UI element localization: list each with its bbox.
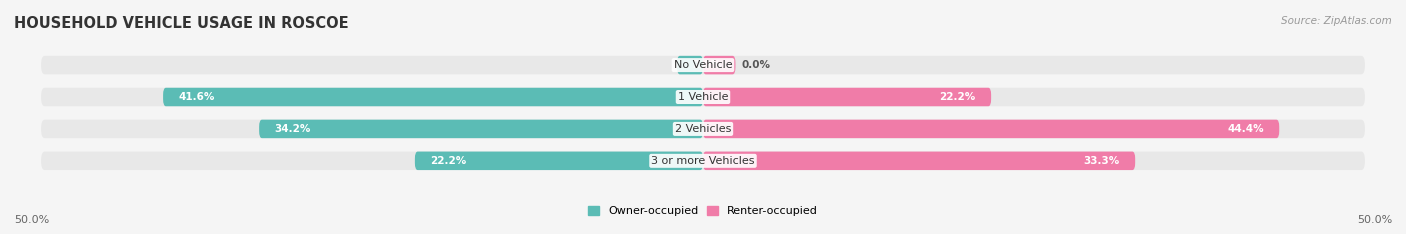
Text: 41.6%: 41.6% (179, 92, 215, 102)
Text: 1 Vehicle: 1 Vehicle (678, 92, 728, 102)
FancyBboxPatch shape (163, 88, 703, 106)
FancyBboxPatch shape (703, 152, 1135, 170)
FancyBboxPatch shape (703, 56, 735, 74)
Text: 50.0%: 50.0% (14, 215, 49, 225)
FancyBboxPatch shape (703, 88, 991, 106)
Text: HOUSEHOLD VEHICLE USAGE IN ROSCOE: HOUSEHOLD VEHICLE USAGE IN ROSCOE (14, 16, 349, 31)
Text: 34.2%: 34.2% (274, 124, 311, 134)
Text: 22.2%: 22.2% (430, 156, 467, 166)
FancyBboxPatch shape (703, 120, 1279, 138)
Text: 3 or more Vehicles: 3 or more Vehicles (651, 156, 755, 166)
Text: 2.0%: 2.0% (693, 60, 721, 70)
FancyBboxPatch shape (259, 120, 703, 138)
Text: 22.2%: 22.2% (939, 92, 976, 102)
FancyBboxPatch shape (678, 56, 703, 74)
FancyBboxPatch shape (41, 120, 1365, 138)
Text: No Vehicle: No Vehicle (673, 60, 733, 70)
Text: 33.3%: 33.3% (1084, 156, 1119, 166)
Legend: Owner-occupied, Renter-occupied: Owner-occupied, Renter-occupied (588, 206, 818, 216)
Text: Source: ZipAtlas.com: Source: ZipAtlas.com (1281, 16, 1392, 26)
FancyBboxPatch shape (415, 152, 703, 170)
Text: 44.4%: 44.4% (1227, 124, 1264, 134)
Text: 0.0%: 0.0% (742, 60, 770, 70)
FancyBboxPatch shape (41, 88, 1365, 106)
FancyBboxPatch shape (41, 152, 1365, 170)
FancyBboxPatch shape (41, 56, 1365, 74)
Text: 50.0%: 50.0% (1357, 215, 1392, 225)
Text: 2 Vehicles: 2 Vehicles (675, 124, 731, 134)
